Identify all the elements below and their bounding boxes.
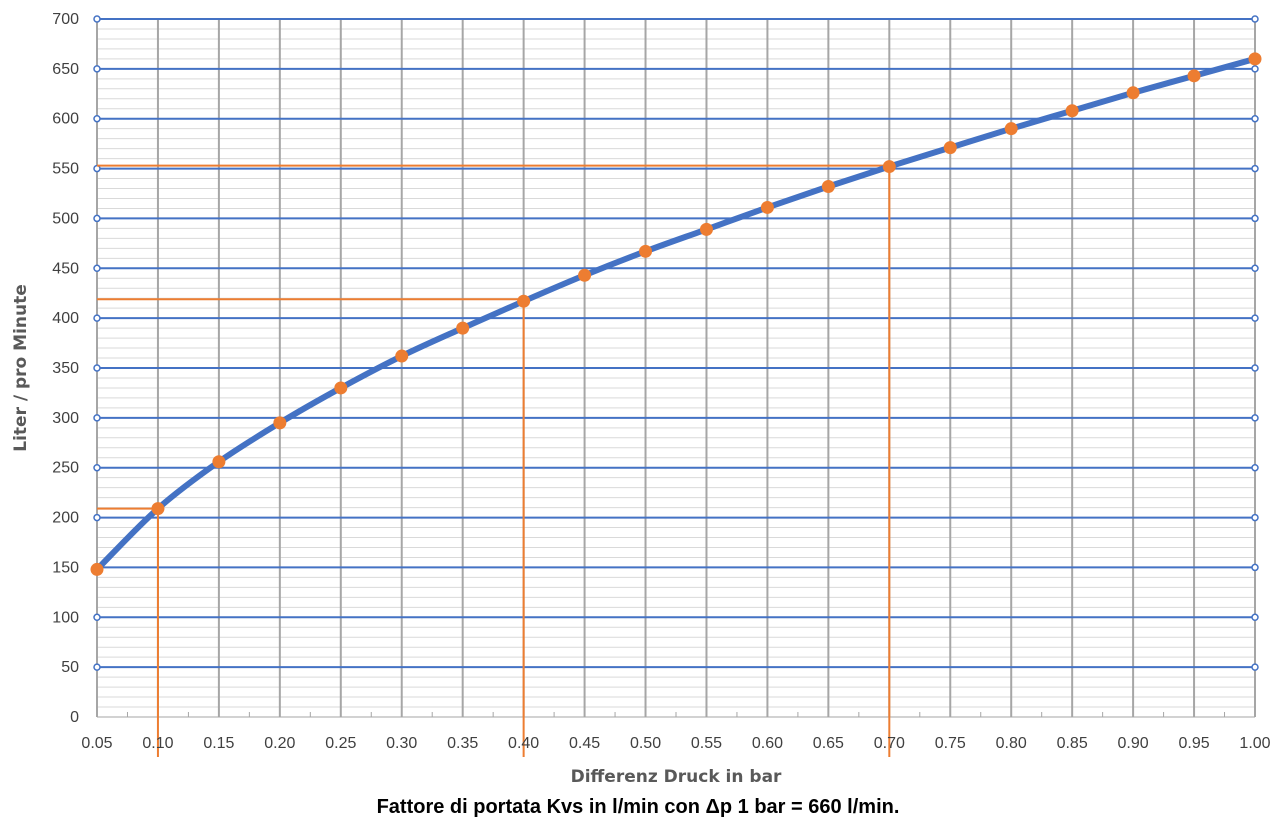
gridline-end-marker (1251, 513, 1259, 522)
y-tick-label: 200 (52, 510, 79, 527)
flow-rate-chart: 0 50 100 150 200 250 300 350 400 450 500 550 600 650 7… (11, 11, 1271, 787)
data-point (334, 381, 348, 395)
data-point (90, 562, 104, 576)
x-tick-label: 0.40 (508, 735, 539, 752)
x-tick-label: 0.05 (81, 735, 112, 752)
data-point (943, 141, 957, 155)
gridline-end-marker (1251, 114, 1259, 123)
gridline-end-marker (93, 65, 101, 73)
gridline-end-marker (1251, 15, 1259, 23)
gridline-end-marker (93, 114, 101, 123)
x-axis-title: Differenz Druck in bar (571, 767, 782, 787)
y-tick-label: 600 (52, 111, 79, 128)
x-tick-label: 0.80 (996, 735, 1027, 752)
major-gridlines (93, 15, 1259, 718)
x-tick-label: 0.75 (935, 735, 966, 752)
gridline-end-marker (93, 15, 101, 23)
data-point (578, 268, 592, 282)
y-tick-label: 300 (52, 410, 79, 427)
gridline-end-marker (1251, 264, 1259, 273)
y-tick-label: 650 (52, 61, 79, 78)
gridline-end-marker (93, 314, 101, 322)
flow-curve (94, 55, 1258, 573)
data-point (699, 222, 713, 236)
data-point (639, 244, 653, 258)
x-tick-label: 0.90 (1118, 735, 1149, 752)
x-tick-label: 0.35 (447, 735, 478, 752)
gridline-end-marker (1251, 214, 1259, 223)
gridline-end-marker (93, 364, 101, 372)
data-point (151, 502, 165, 516)
x-tick-label: 0.10 (142, 735, 173, 752)
y-tick-label: 500 (52, 210, 79, 227)
x-tick-label: 0.50 (630, 735, 661, 752)
gridline-end-marker (93, 513, 101, 522)
x-tick-label: 0.55 (691, 735, 722, 752)
data-points (90, 52, 1262, 576)
gridline-end-marker (1251, 563, 1259, 572)
y-axis-title: Liter / pro Minute (11, 284, 31, 452)
flow-curve-line (94, 55, 1258, 573)
y-axis-tick-labels: 0 50 100 150 200 250 300 350 400 450 500 550 600 650 7… (52, 11, 79, 726)
gridline-end-marker (93, 214, 101, 223)
y-tick-label: 700 (52, 11, 79, 28)
data-point (517, 294, 531, 308)
data-point (456, 321, 470, 335)
y-tick-label: 350 (52, 360, 79, 377)
data-point (1065, 104, 1079, 118)
gridline-end-marker (1251, 613, 1259, 622)
data-point (273, 416, 287, 430)
y-tick-label: 0 (70, 709, 79, 726)
data-point (212, 455, 226, 469)
x-tick-label: 0.20 (264, 735, 295, 752)
y-tick-label: 250 (52, 460, 79, 477)
gridline-end-marker (93, 613, 101, 622)
y-tick-label: 150 (52, 559, 79, 576)
y-tick-label: 100 (52, 609, 79, 626)
x-tick-label: 0.85 (1057, 735, 1088, 752)
gridline-end-marker (1251, 314, 1259, 322)
data-point (1187, 69, 1201, 83)
chart-caption: Fattore di portata Kvs in l/min con Δp 1… (376, 796, 900, 818)
data-point (821, 180, 835, 194)
minor-gridlines (97, 28, 1255, 708)
y-tick-label: 50 (61, 659, 79, 676)
data-point (395, 349, 409, 363)
data-point (882, 160, 896, 174)
gridline-end-marker (93, 414, 101, 422)
x-axis-tick-labels: 0.05 0.10 0.15 0.20 0.25 0.30 0.35 0.40 0.45 0.50… (81, 735, 1270, 752)
gridline-end-marker (1251, 364, 1259, 372)
gridline-end-marker (1251, 414, 1259, 422)
x-tick-label: 0.25 (325, 735, 356, 752)
gridline-end-marker (93, 663, 101, 671)
x-tick-label: 0.95 (1178, 735, 1209, 752)
y-tick-label: 400 (52, 310, 79, 327)
x-tick-label: 0.65 (813, 735, 844, 752)
data-point (760, 200, 774, 214)
x-tick-label: 1.00 (1239, 735, 1270, 752)
data-point (1126, 86, 1140, 100)
data-point (1004, 122, 1018, 136)
x-tick-label: 0.15 (203, 735, 234, 752)
gridline-end-marker (93, 264, 101, 273)
gridline-end-marker (1251, 164, 1259, 173)
reference-line (97, 507, 159, 757)
gridline-end-marker (93, 463, 101, 472)
gridline-end-marker (1251, 65, 1259, 73)
x-tick-label: 0.60 (752, 735, 783, 752)
y-tick-label: 550 (52, 161, 79, 178)
y-tick-label: 450 (52, 260, 79, 277)
x-tick-label: 0.70 (874, 735, 905, 752)
x-tick-label: 0.45 (569, 735, 600, 752)
data-point (1248, 52, 1262, 66)
gridline-end-marker (1251, 463, 1259, 472)
x-tick-label: 0.30 (386, 735, 417, 752)
gridline-end-marker (1251, 663, 1259, 671)
